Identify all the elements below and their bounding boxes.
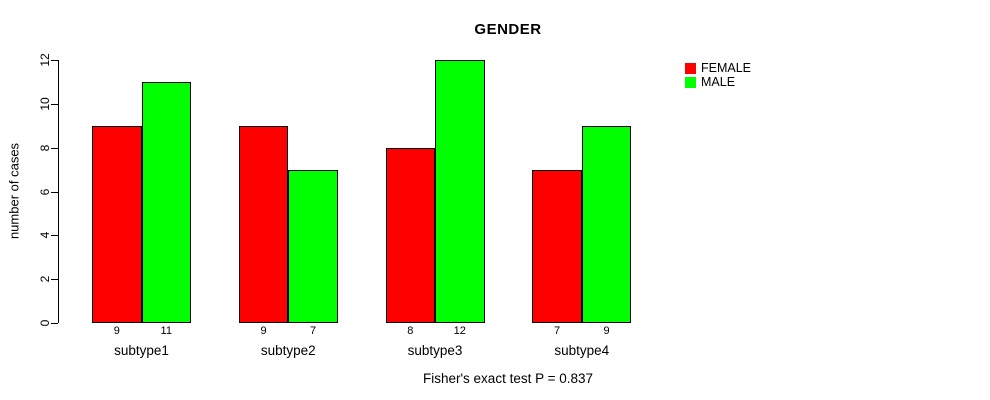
- y-tick-label: 10: [38, 97, 52, 111]
- y-tick-label: 12: [38, 53, 52, 67]
- bar-female-subtype3: [385, 147, 435, 323]
- bar-male-subtype3: [435, 60, 485, 323]
- y-tick-label: 6: [38, 188, 52, 195]
- bar-male-subtype2: [288, 169, 338, 323]
- y-tick-mark: [51, 323, 58, 324]
- bar-female-subtype4: [532, 169, 582, 323]
- bar-value-label: 8: [407, 324, 414, 337]
- bar-value-label: 9: [113, 324, 120, 337]
- y-axis-label: number of cases: [6, 142, 22, 240]
- x-category-label-subtype4: subtype4: [554, 342, 610, 358]
- legend-swatch-female: [685, 63, 696, 75]
- legend-item-male: MALE: [685, 74, 751, 90]
- bar-male-subtype1: [141, 81, 191, 323]
- y-tick-label: 8: [38, 144, 52, 151]
- y-tick-mark: [51, 60, 58, 61]
- x-category-label-subtype3: subtype3: [407, 342, 463, 358]
- bar-value-label: 12: [453, 324, 466, 337]
- chart-title: GENDER: [474, 21, 542, 38]
- y-tick-mark: [51, 235, 58, 237]
- x-category-label-subtype1: subtype1: [114, 342, 169, 358]
- legend-label-male: MALE: [701, 74, 736, 89]
- bar-value-label: 11: [160, 324, 172, 337]
- legend-swatch-male: [685, 76, 696, 88]
- y-tick-label: 0: [38, 319, 52, 327]
- bar-female-subtype1: [92, 125, 142, 323]
- bar-value-label: 9: [603, 324, 610, 337]
- bar-male-subtype4: [581, 125, 632, 323]
- y-tick-mark: [51, 103, 58, 105]
- y-tick-mark: [51, 147, 58, 149]
- x-category-label-subtype2: subtype2: [260, 342, 316, 358]
- legend-label-female: FEMALE: [701, 61, 752, 76]
- y-axis-line: [58, 60, 59, 323]
- bar-value-label: 7: [553, 324, 561, 337]
- y-tick-label: 4: [38, 231, 52, 239]
- fisher-test-caption: Fisher's exact test P = 0.837: [422, 371, 594, 386]
- legend: FEMALE MALE: [685, 62, 751, 89]
- bar-female-subtype2: [238, 125, 289, 323]
- bar-value-label: 9: [260, 324, 267, 337]
- bar-value-label: 7: [309, 324, 317, 337]
- y-tick-mark: [51, 191, 58, 193]
- legend-item-female: FEMALE: [685, 62, 751, 76]
- y-tick-label: 2: [38, 275, 52, 283]
- y-tick-mark: [51, 279, 58, 281]
